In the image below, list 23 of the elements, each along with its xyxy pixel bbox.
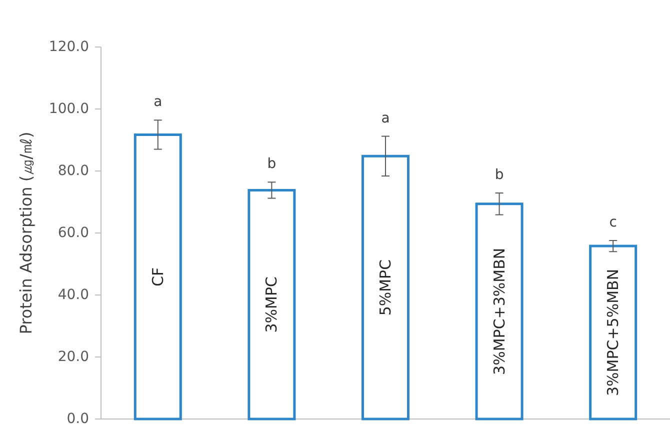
y-tick-label: 0.0 xyxy=(66,411,89,426)
y-tick-label: 100.0 xyxy=(48,101,89,117)
annotation: b xyxy=(267,156,276,172)
x-tick-label: CF xyxy=(148,267,167,286)
y-tick-label: 80.0 xyxy=(58,163,89,179)
annotation: a xyxy=(381,110,390,126)
x-tick-label: 3%MPC+5%MBN xyxy=(604,268,622,396)
y-tick-label: 40.0 xyxy=(58,287,89,303)
y-tick-label: 20.0 xyxy=(58,349,89,365)
annotation: c xyxy=(609,214,617,230)
x-tick-label: 5%MPC xyxy=(376,259,394,316)
bar xyxy=(589,244,638,420)
bar xyxy=(248,188,296,420)
bar xyxy=(361,154,410,420)
y-axis-title: Protein Adsorption (㎍/㎖) xyxy=(16,132,36,334)
x-tick-label: 3%MPC+3%MBN xyxy=(490,248,508,375)
annotation: a xyxy=(154,94,162,110)
x-tick-label: 3%MPC xyxy=(262,276,281,333)
annotation: b xyxy=(494,167,504,184)
y-tick-label: 120.0 xyxy=(48,39,89,55)
bar xyxy=(134,133,182,420)
y-tick-label: 60.0 xyxy=(58,225,89,241)
bar xyxy=(475,202,524,420)
